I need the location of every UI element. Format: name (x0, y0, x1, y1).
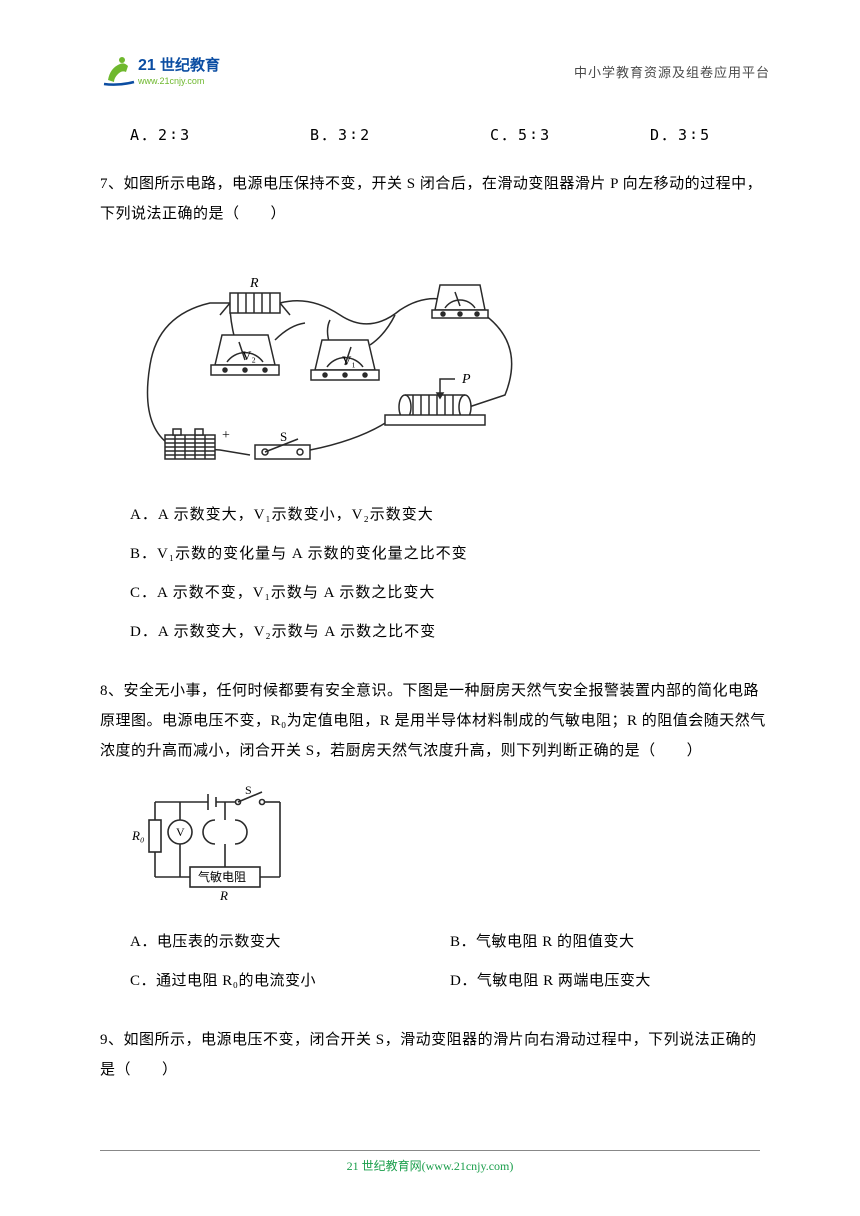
label-P: P (461, 372, 471, 387)
label-plus: + (222, 428, 230, 443)
q7-choice-b: B．V₁示数的变化量与 A 示数的变化量之比不变 (130, 535, 770, 574)
circuit-diagram-icon: R V₂ V₁ P S + (130, 245, 530, 475)
page-header: 21 世纪教育 www.21cnjy.com 中小学教育资源及组卷应用平台 (100, 50, 770, 92)
logo-icon: 21 世纪教育 www.21cnjy.com (100, 50, 250, 92)
q8-text: 8、安全无小事，任何时候都要有安全意识。下图是一种厨房天然气安全报警装置内部的简… (100, 676, 770, 766)
q6-option-a: A．2∶3 (130, 124, 310, 145)
label-V1: V₁ (342, 353, 356, 368)
svg-text:21: 21 (138, 57, 156, 74)
label-S: S (280, 429, 287, 444)
label-V: V (176, 825, 185, 839)
label-R: R (249, 276, 259, 291)
q6-option-d: D．3∶5 (650, 124, 711, 145)
footer-divider (100, 1150, 760, 1151)
q8-choice-c: C．通过电阻 R₀的电流变小 (130, 962, 450, 1001)
question-9: 9、如图所示，电源电压不变，闭合开关 S，滑动变阻器的滑片向右滑动过程中，下列说… (100, 1025, 770, 1085)
label-R8: R (219, 888, 228, 902)
q8-choice-d: D．气敏电阻 R 两端电压变大 (450, 962, 770, 1001)
question-7: 7、如图所示电路，电源电压保持不变，开关 S 闭合后，在滑动变阻器滑片 P 向左… (100, 169, 770, 652)
q7-choice-a: A．A 示数变大，V₁示数变小，V₂示数变大 (130, 496, 770, 535)
label-R0: R₀ (131, 828, 144, 843)
svg-text:世纪教育: 世纪教育 (160, 56, 220, 74)
q7-choice-c: C．A 示数不变，V₁示数与 A 示数之比变大 (130, 574, 770, 613)
label-S8: S (245, 783, 252, 797)
q8-choice-a: A．电压表的示数变大 (130, 923, 450, 962)
circuit-schematic-icon: R₀ V S 气敏电阻 R (130, 782, 300, 902)
q6-options: A．2∶3 B．3∶2 C．5∶3 D．3∶5 (130, 124, 770, 145)
footer-text: 21 世纪教育网(www.21cnjy.com) (347, 1159, 514, 1173)
page-footer: 21 世纪教育网(www.21cnjy.com) (0, 1150, 860, 1174)
brand-logo: 21 世纪教育 www.21cnjy.com (100, 50, 250, 92)
q7-choices: A．A 示数变大，V₁示数变小，V₂示数变大 B．V₁示数的变化量与 A 示数的… (130, 496, 770, 652)
q6-option-c: C．5∶3 (490, 124, 650, 145)
label-V2: V₂ (242, 348, 256, 363)
q7-choice-d: D．A 示数变大，V₂示数与 A 示数之比不变 (130, 613, 770, 652)
q8-choice-b: B．气敏电阻 R 的阻值变大 (450, 923, 770, 962)
q6-option-b: B．3∶2 (310, 124, 490, 145)
q8-figure: R₀ V S 气敏电阻 R (130, 782, 770, 907)
header-right-text: 中小学教育资源及组卷应用平台 (574, 62, 770, 81)
q9-text: 9、如图所示，电源电压不变，闭合开关 S，滑动变阻器的滑片向右滑动过程中，下列说… (100, 1025, 770, 1085)
question-8: 8、安全无小事，任何时候都要有安全意识。下图是一种厨房天然气安全报警装置内部的简… (100, 676, 770, 1001)
svg-text:www.21cnjy.com: www.21cnjy.com (137, 76, 204, 86)
label-sensor: 气敏电阻 (198, 869, 246, 884)
q7-figure: R V₂ V₁ P S + (130, 245, 770, 480)
q7-text: 7、如图所示电路，电源电压保持不变，开关 S 闭合后，在滑动变阻器滑片 P 向左… (100, 169, 770, 229)
q8-choices: A．电压表的示数变大 B．气敏电阻 R 的阻值变大 C．通过电阻 R₀的电流变小… (130, 923, 770, 1001)
